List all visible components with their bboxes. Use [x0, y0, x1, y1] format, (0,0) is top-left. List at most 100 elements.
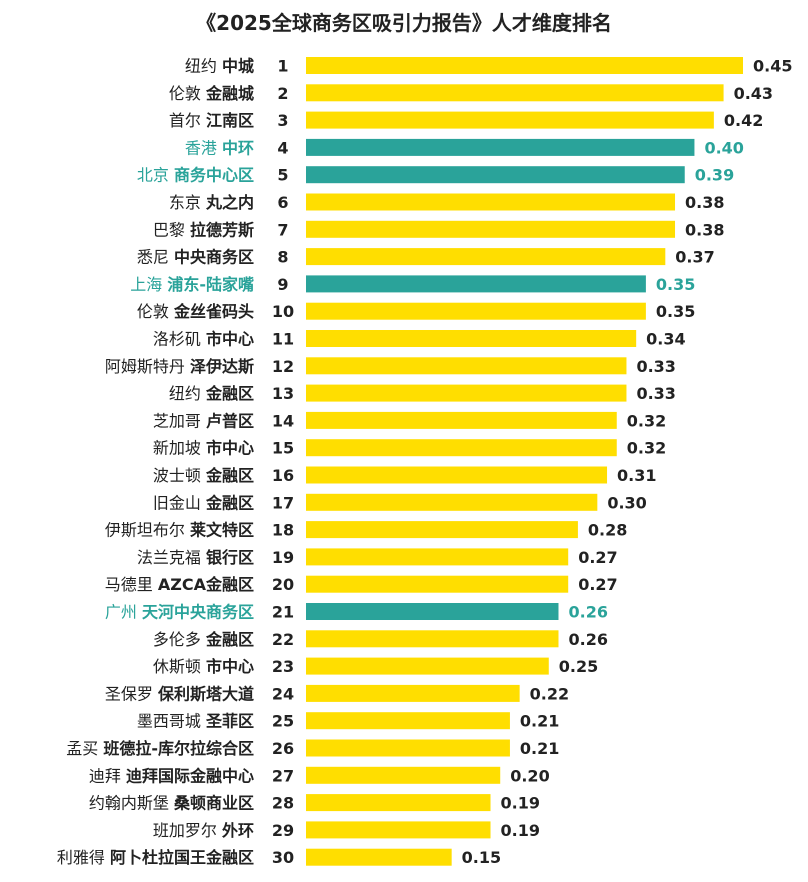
category-label: 马德里 AZCA金融区 [105, 575, 254, 594]
district-name: 浦东-陆家嘴 [167, 275, 254, 294]
bar [306, 111, 714, 129]
rank-label: 26 [272, 739, 294, 758]
category-label: 多伦多 金融区 [153, 630, 254, 649]
rank-label: 8 [277, 248, 288, 267]
value-label: 0.31 [617, 466, 656, 485]
rank-label: 5 [277, 166, 288, 185]
bar [306, 302, 646, 320]
rank-label: 19 [272, 548, 294, 567]
category-label: 芝加哥 卢普区 [153, 411, 254, 430]
value-label: 0.28 [588, 521, 627, 540]
bar [306, 193, 676, 211]
rank-label: 18 [272, 521, 294, 540]
city-name: 首尔 [169, 111, 206, 130]
city-name: 多伦多 [153, 630, 206, 649]
value-label: 0.39 [695, 166, 734, 185]
chart-title: 《2025全球商务区吸引力报告》人才维度排名 [196, 11, 612, 35]
rank-label: 23 [272, 657, 294, 676]
district-name: 天河中央商务区 [142, 603, 254, 622]
bar [306, 275, 646, 293]
category-label: 班加罗尔 外环 [153, 821, 254, 840]
bar [306, 548, 569, 566]
district-name: 市中心 [206, 657, 254, 676]
bar [306, 411, 617, 429]
rank-label: 24 [272, 684, 294, 703]
city-name: 洛杉矶 [153, 330, 206, 349]
city-name: 利雅得 [57, 848, 110, 867]
rank-label: 9 [277, 275, 288, 294]
district-name: 保利斯塔大道 [157, 684, 254, 703]
value-label: 0.26 [568, 630, 607, 649]
category-label: 纽约 中城 [185, 57, 254, 76]
city-name: 芝加哥 [153, 411, 206, 430]
district-name: 金融区 [205, 493, 254, 512]
rank-label: 6 [277, 193, 288, 212]
district-name: 桑顿商业区 [173, 794, 254, 813]
category-label: 阿姆斯特丹 泽伊达斯 [105, 357, 254, 376]
district-name: 阿卜杜拉国王金融区 [110, 848, 254, 867]
rank-label: 25 [272, 712, 294, 731]
district-name: 迪拜国际金融中心 [126, 766, 254, 785]
district-name: 圣菲区 [205, 712, 254, 731]
district-name: 金融区 [205, 466, 254, 485]
district-name: 莱文特区 [190, 521, 254, 540]
city-name: 墨西哥城 [137, 712, 206, 731]
rank-label: 30 [272, 848, 294, 867]
district-name: 江南区 [206, 111, 254, 130]
city-name: 马德里 [105, 575, 158, 594]
city-name: 新加坡 [153, 439, 206, 458]
district-name: 金融区 [205, 384, 254, 403]
city-name: 香港 [185, 138, 222, 157]
district-name: 卢普区 [206, 411, 254, 430]
district-name: 泽伊达斯 [190, 357, 254, 376]
rank-label: 2 [277, 84, 288, 103]
district-name: 班德拉-库尔拉综合区 [103, 739, 254, 758]
bar [306, 330, 637, 347]
district-name: 丸之内 [205, 193, 254, 212]
city-name: 阿姆斯特丹 [105, 357, 190, 376]
rank-label: 28 [272, 794, 294, 813]
value-label: 0.33 [636, 357, 675, 376]
city-name: 迪拜 [89, 766, 126, 785]
city-name: 上海 [130, 275, 167, 294]
value-label: 0.32 [627, 411, 666, 430]
rank-label: 13 [272, 384, 294, 403]
category-label: 伦敦 金融城 [169, 84, 254, 103]
bar [306, 766, 501, 784]
value-label: 0.45 [753, 57, 792, 76]
rank-label: 14 [272, 411, 294, 430]
city-name: 纽约 [169, 384, 206, 403]
district-name: 拉德芳斯 [190, 220, 254, 239]
bar [306, 248, 666, 266]
district-name: 金丝雀码头 [173, 302, 254, 321]
district-name: 外环 [221, 821, 254, 840]
value-label: 0.35 [656, 275, 695, 294]
bar [306, 220, 676, 238]
category-label: 纽约 金融区 [169, 384, 254, 403]
category-label: 新加坡 市中心 [153, 439, 254, 458]
category-label: 香港 中环 [185, 138, 254, 157]
rank-label: 29 [272, 821, 294, 840]
city-name: 旧金山 [153, 493, 206, 512]
city-name: 波士顿 [153, 466, 206, 485]
rank-label: 4 [277, 138, 288, 157]
rank-label: 17 [272, 493, 294, 512]
rank-label: 7 [277, 220, 288, 239]
rank-label: 1 [277, 57, 288, 76]
bar [306, 739, 510, 757]
bar [306, 821, 491, 839]
value-label: 0.26 [568, 603, 607, 622]
category-label: 洛杉矶 市中心 [153, 330, 254, 349]
value-label: 0.15 [462, 848, 501, 867]
value-label: 0.40 [704, 138, 743, 157]
category-label: 悉尼 中央商务区 [137, 248, 254, 267]
value-label: 0.38 [685, 220, 724, 239]
district-name: AZCA金融区 [158, 575, 254, 594]
bar [306, 166, 685, 184]
rank-label: 27 [272, 766, 294, 785]
value-label: 0.27 [578, 575, 617, 594]
category-label: 迪拜 迪拜国际金融中心 [89, 766, 254, 785]
district-name: 银行区 [206, 548, 254, 567]
city-name: 伦敦 [169, 84, 206, 103]
